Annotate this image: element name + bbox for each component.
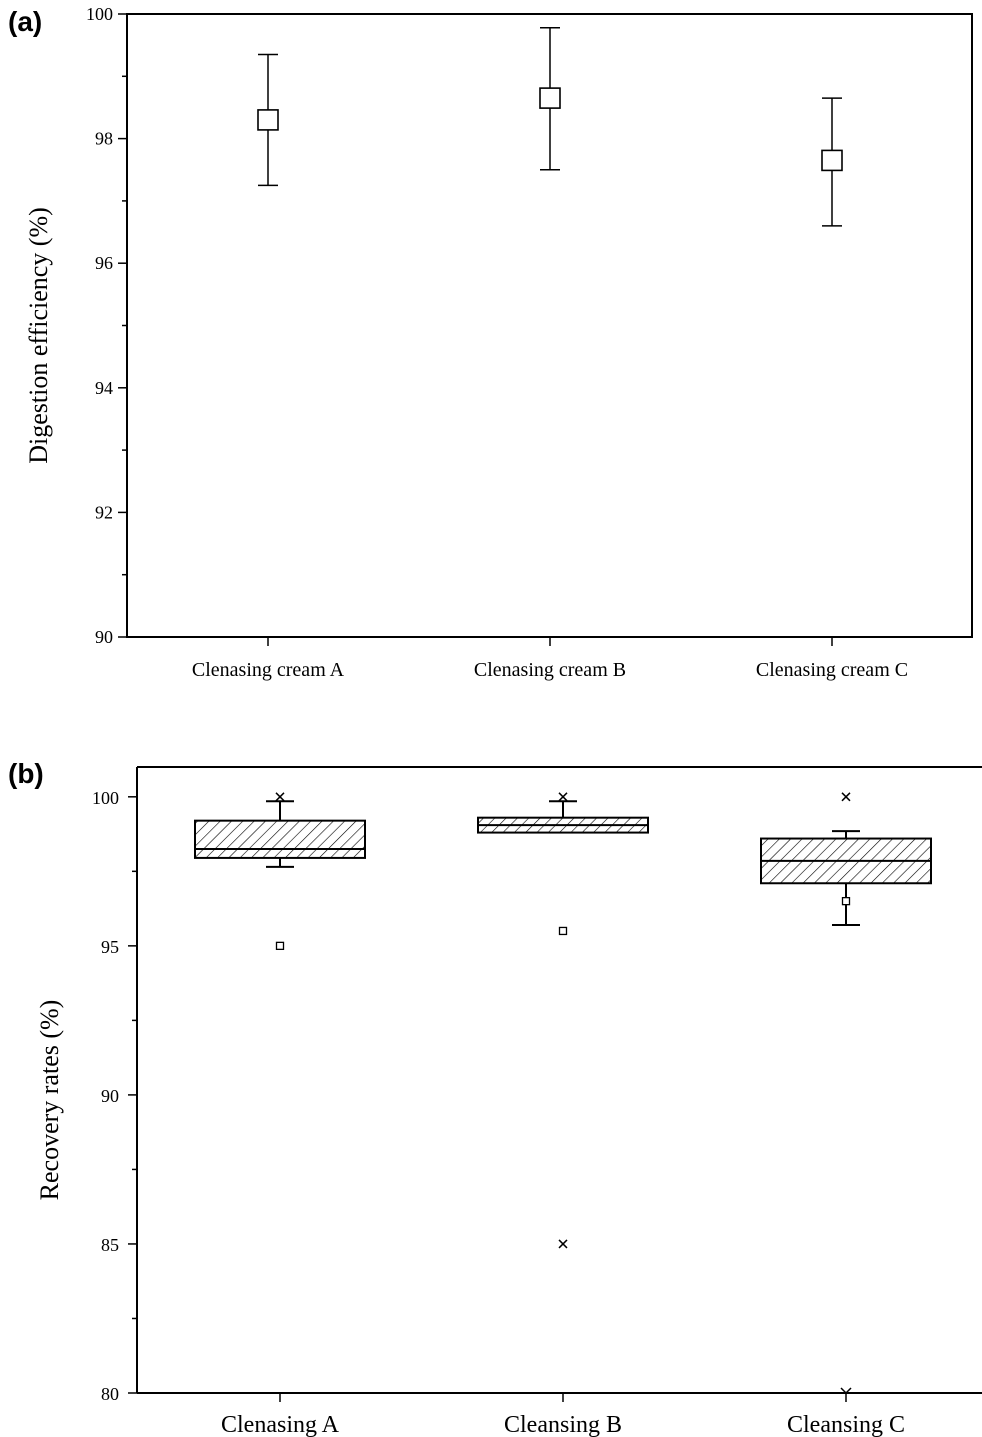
x-tick-label: Cleansing C: [787, 1412, 905, 1437]
mean-marker: [841, 896, 851, 906]
y-tick-label: 92: [95, 502, 113, 522]
x-tick-label: Cleansing B: [504, 1412, 622, 1437]
min-marker: [845, 1387, 852, 1394]
y-tick-label: 96: [95, 253, 113, 273]
y-axis-title: Digestion efficiency (%): [24, 207, 53, 464]
y-tick-label: 80: [101, 1384, 119, 1404]
max-marker: [275, 792, 285, 802]
chart-panel-a: 90 92 94 96 98 100 Clenasing cream A Clenasing …: [24, 4, 973, 681]
max-marker: [841, 792, 851, 802]
y-tick-label: 95: [101, 937, 119, 957]
min-marker: [840, 1387, 847, 1394]
data-point-marker: [257, 109, 279, 131]
y-tick-label: 90: [101, 1086, 119, 1106]
y-tick-label: 100: [92, 788, 119, 808]
y-tick-label: 94: [95, 378, 113, 398]
x-tick-label: Clenasing cream C: [756, 659, 908, 681]
panel-label-a: (a): [8, 6, 43, 37]
y-tick-label: 85: [101, 1235, 119, 1255]
x-tick-label: Clenasing A: [221, 1412, 340, 1437]
data-point-marker: [821, 149, 843, 172]
x-tick-label: Clenasing cream A: [192, 659, 345, 681]
x-tick-label: Clenasing cream B: [474, 659, 626, 681]
min-marker: [558, 1239, 568, 1249]
mean-marker: [275, 941, 285, 951]
max-marker: [558, 792, 568, 802]
y-tick-label: 98: [95, 129, 113, 149]
box-iqr: [194, 819, 366, 859]
data-point-marker: [539, 87, 561, 109]
mean-marker: [558, 926, 568, 936]
y-tick-label: 90: [95, 627, 113, 647]
chart-panel-b: 80 85 90 95 100 Clenasing A Cleansing B Cleansi…: [35, 766, 982, 1437]
panel-label-b: (b): [8, 758, 44, 789]
y-tick-label: 100: [86, 4, 113, 24]
y-axis-title: Recovery rates (%): [35, 1000, 64, 1201]
